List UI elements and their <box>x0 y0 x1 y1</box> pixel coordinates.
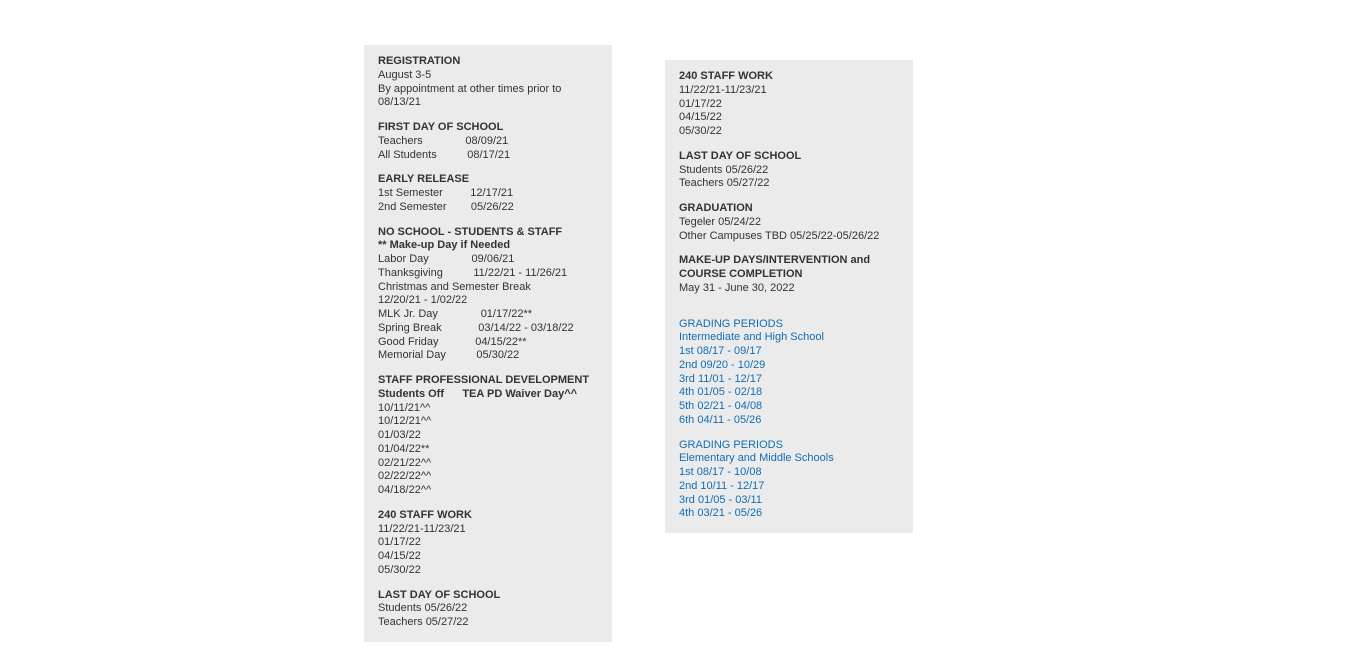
staff-pd-date: 04/18/22^^ <box>378 484 598 498</box>
calendar-panel-right: 240 STAFF WORK 11/22/21-11/23/21 01/17/2… <box>665 60 913 533</box>
grading-period: 4th 01/05 - 02/18 <box>679 386 899 400</box>
early-release-sem2: 2nd Semester 05/26/22 <box>378 201 598 215</box>
grading-period: 2nd 10/11 - 12/17 <box>679 480 899 494</box>
staff-pd-date: 02/21/22^^ <box>378 457 598 471</box>
staff-work-date: 11/22/21-11/23/21 <box>378 523 598 537</box>
staff-work-date: 04/15/22 <box>679 111 899 125</box>
staff-work-date: 01/17/22 <box>378 536 598 550</box>
early-release-sem1: 1st Semester 12/17/21 <box>378 187 598 201</box>
first-day-teachers: Teachers 08/09/21 <box>378 135 598 149</box>
makeup-line: May 31 - June 30, 2022 <box>679 282 899 296</box>
staff-pd-title: STAFF PROFESSIONAL DEVELOPMENT <box>378 374 598 388</box>
last-day-students: Students 05/26/22 <box>679 164 899 178</box>
grading-period: 3rd 01/05 - 03/11 <box>679 494 899 508</box>
graduation-line: Tegeler 05/24/22 <box>679 216 899 230</box>
staff-work-date: 11/22/21-11/23/21 <box>679 84 899 98</box>
last-day-teachers: Teachers 05/27/22 <box>679 177 899 191</box>
no-school-row: Labor Day 09/06/21 <box>378 253 598 267</box>
no-school-row: Good Friday 04/15/22** <box>378 336 598 350</box>
grading-period: 3rd 11/01 - 12/17 <box>679 373 899 387</box>
grading-sub: Elementary and Middle Schools <box>679 452 899 466</box>
grading-period: 1st 08/17 - 10/08 <box>679 466 899 480</box>
grading-period: 4th 03/21 - 05/26 <box>679 507 899 521</box>
staff-work-date: 04/15/22 <box>378 550 598 564</box>
no-school-row: Thanksgiving 11/22/21 - 11/26/21 <box>378 267 598 281</box>
grading-sub: Intermediate and High School <box>679 331 899 345</box>
registration-title: REGISTRATION <box>378 55 598 69</box>
registration-line: By appointment at other times prior to 0… <box>378 83 598 111</box>
no-school-row: 12/20/21 - 1/02/22 <box>378 294 598 308</box>
last-day-teachers: Teachers 05/27/22 <box>378 616 598 630</box>
grading-heading: GRADING PERIODS <box>679 439 899 453</box>
last-day-title: LAST DAY OF SCHOOL <box>378 589 598 603</box>
grading-heading: GRADING PERIODS <box>679 318 899 332</box>
grading-period: 1st 08/17 - 09/17 <box>679 345 899 359</box>
staff-pd-date: 01/04/22** <box>378 443 598 457</box>
no-school-title: NO SCHOOL - STUDENTS & STAFF <box>378 226 598 240</box>
no-school-subtitle: ** Make-up Day if Needed <box>378 239 598 253</box>
first-day-title: FIRST DAY OF SCHOOL <box>378 121 598 135</box>
registration-line: August 3-5 <box>378 69 598 83</box>
last-day-title: LAST DAY OF SCHOOL <box>679 150 899 164</box>
staff-pd-date: 10/12/21^^ <box>378 415 598 429</box>
staff-work-date: 01/17/22 <box>679 98 899 112</box>
staff-pd-date: 02/22/22^^ <box>378 470 598 484</box>
staff-work-date: 05/30/22 <box>378 564 598 578</box>
no-school-row: Memorial Day 05/30/22 <box>378 349 598 363</box>
graduation-line: Other Campuses TBD 05/25/22-05/26/22 <box>679 230 899 244</box>
makeup-title: MAKE-UP DAYS/INTERVENTION and COURSE COM… <box>679 254 899 282</box>
grading-period: 2nd 09/20 - 10/29 <box>679 359 899 373</box>
early-release-title: EARLY RELEASE <box>378 173 598 187</box>
calendar-panel-left: REGISTRATION August 3-5 By appointment a… <box>364 45 612 642</box>
grading-period: 6th 04/11 - 05/26 <box>679 414 899 428</box>
staff-work-date: 05/30/22 <box>679 125 899 139</box>
staff-work-title: 240 STAFF WORK <box>378 509 598 523</box>
staff-pd-date: 01/03/22 <box>378 429 598 443</box>
staff-work-title: 240 STAFF WORK <box>679 70 899 84</box>
staff-pd-date: 10/11/21^^ <box>378 402 598 416</box>
no-school-row: Spring Break 03/14/22 - 03/18/22 <box>378 322 598 336</box>
last-day-students: Students 05/26/22 <box>378 602 598 616</box>
grading-period: 5th 02/21 - 04/08 <box>679 400 899 414</box>
first-day-students: All Students 08/17/21 <box>378 149 598 163</box>
staff-pd-subtitle: Students Off TEA PD Waiver Day^^ <box>378 388 598 402</box>
graduation-title: GRADUATION <box>679 202 899 216</box>
no-school-row: Christmas and Semester Break <box>378 281 598 295</box>
no-school-row: MLK Jr. Day 01/17/22** <box>378 308 598 322</box>
